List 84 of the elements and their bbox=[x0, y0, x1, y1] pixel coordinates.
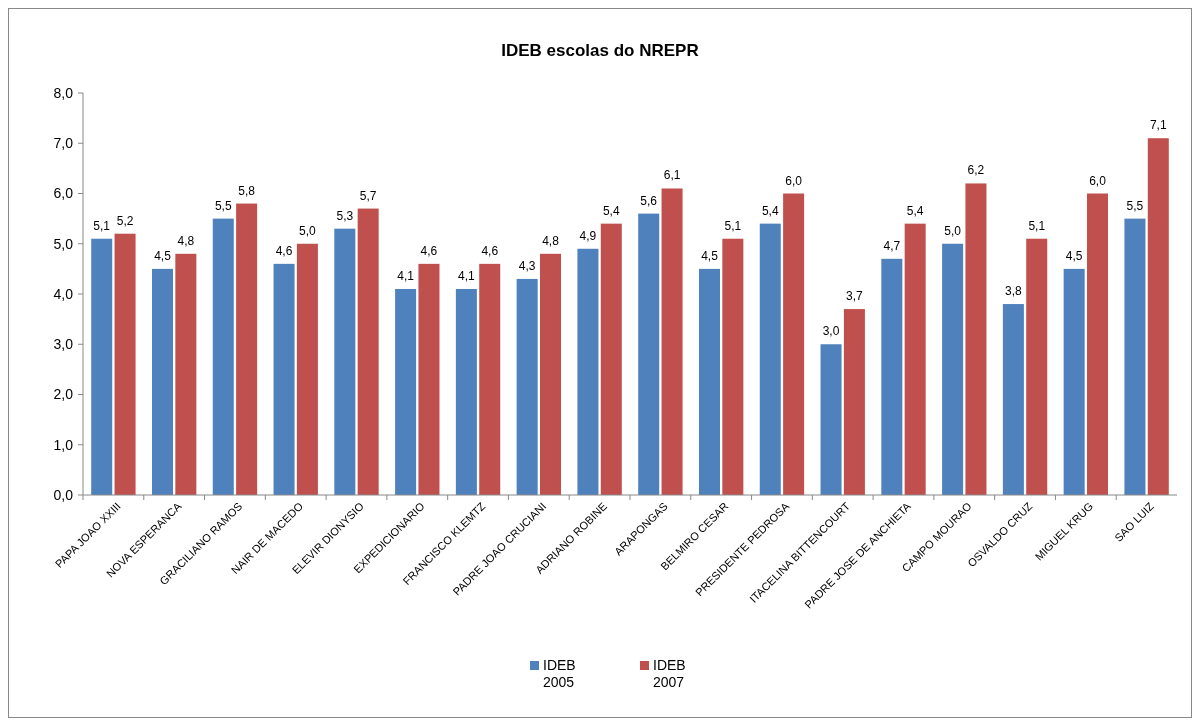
data-label: 5,7 bbox=[359, 188, 377, 203]
data-label: 4,1 bbox=[458, 268, 476, 283]
y-tick-label: 1,0 bbox=[53, 436, 74, 453]
bar bbox=[357, 208, 379, 495]
bar bbox=[1147, 138, 1169, 495]
bar bbox=[698, 268, 720, 495]
bar bbox=[212, 218, 234, 495]
bar bbox=[638, 213, 660, 495]
bar bbox=[175, 253, 197, 495]
data-label: 4,5 bbox=[1065, 248, 1083, 263]
bar bbox=[942, 243, 964, 495]
data-label: 5,2 bbox=[116, 213, 134, 228]
data-label: 5,1 bbox=[724, 218, 742, 233]
data-label: 4,6 bbox=[275, 243, 293, 258]
y-tick-label: 2,0 bbox=[53, 386, 74, 403]
y-tick-label: 3,0 bbox=[53, 336, 74, 353]
data-label: 3,7 bbox=[846, 289, 864, 304]
data-label: 3,8 bbox=[1005, 284, 1023, 299]
bar bbox=[296, 243, 318, 495]
bar bbox=[540, 253, 562, 495]
y-tick-label: 6,0 bbox=[53, 185, 74, 202]
bar bbox=[1124, 218, 1146, 495]
y-tick-label: 4,0 bbox=[53, 285, 74, 302]
data-label: 5,0 bbox=[944, 223, 962, 238]
data-label: 5,0 bbox=[299, 223, 317, 238]
data-label: 4,6 bbox=[420, 243, 438, 258]
data-label: 7,1 bbox=[1149, 118, 1167, 133]
bar bbox=[1002, 304, 1024, 495]
bar bbox=[1026, 238, 1048, 495]
bar bbox=[904, 223, 926, 495]
y-tick-label: 0,0 bbox=[53, 486, 74, 503]
bar bbox=[820, 344, 842, 495]
data-label: 6,0 bbox=[785, 173, 803, 188]
bar bbox=[236, 203, 258, 495]
bar bbox=[273, 263, 295, 495]
data-label: 4,5 bbox=[701, 248, 719, 263]
legend-label: IDEB 2007 bbox=[653, 657, 686, 690]
data-label: 5,4 bbox=[602, 203, 620, 218]
data-label: 6,2 bbox=[967, 163, 985, 178]
bar bbox=[661, 188, 683, 495]
data-label: 4,9 bbox=[579, 228, 597, 243]
bar bbox=[395, 288, 417, 495]
bar bbox=[783, 193, 805, 495]
bar bbox=[334, 228, 356, 495]
bar bbox=[843, 309, 865, 495]
y-tick-label: 7,0 bbox=[53, 135, 74, 152]
bar bbox=[114, 233, 136, 495]
bar bbox=[479, 263, 501, 495]
y-tick-label: 5,0 bbox=[53, 235, 74, 252]
data-label: 5,5 bbox=[1126, 198, 1144, 213]
data-label: 5,1 bbox=[93, 218, 111, 233]
data-label: 3,0 bbox=[822, 324, 840, 339]
bar bbox=[577, 248, 599, 495]
bar bbox=[418, 263, 440, 495]
data-label: 4,7 bbox=[883, 238, 901, 253]
bar bbox=[759, 223, 781, 495]
data-label: 4,8 bbox=[177, 233, 195, 248]
bar bbox=[516, 278, 538, 495]
bar bbox=[1063, 268, 1085, 495]
data-label: 5,5 bbox=[214, 198, 232, 213]
y-tick-label: 8,0 bbox=[53, 84, 74, 101]
data-label: 4,8 bbox=[542, 233, 560, 248]
data-label: 4,3 bbox=[518, 258, 536, 273]
data-label: 5,4 bbox=[761, 203, 779, 218]
bar bbox=[1087, 193, 1109, 495]
legend-label: IDEB 2005 bbox=[543, 657, 576, 690]
data-label: 5,8 bbox=[238, 183, 256, 198]
data-label: 4,6 bbox=[481, 243, 499, 258]
bar bbox=[965, 183, 987, 495]
data-label: 5,3 bbox=[336, 208, 354, 223]
bar bbox=[91, 238, 113, 495]
bar bbox=[600, 223, 622, 495]
bar bbox=[722, 238, 744, 495]
data-label: 5,6 bbox=[640, 193, 658, 208]
data-label: 4,1 bbox=[397, 268, 415, 283]
data-label: 5,4 bbox=[906, 203, 924, 218]
bar bbox=[455, 288, 477, 495]
data-label: 4,5 bbox=[154, 248, 172, 263]
bar bbox=[151, 268, 173, 495]
chart-title: IDEB escolas do NREPR bbox=[501, 41, 699, 60]
data-label: 5,1 bbox=[1028, 218, 1046, 233]
data-label: 6,1 bbox=[663, 168, 681, 183]
bar bbox=[881, 258, 903, 495]
data-label: 6,0 bbox=[1089, 173, 1107, 188]
